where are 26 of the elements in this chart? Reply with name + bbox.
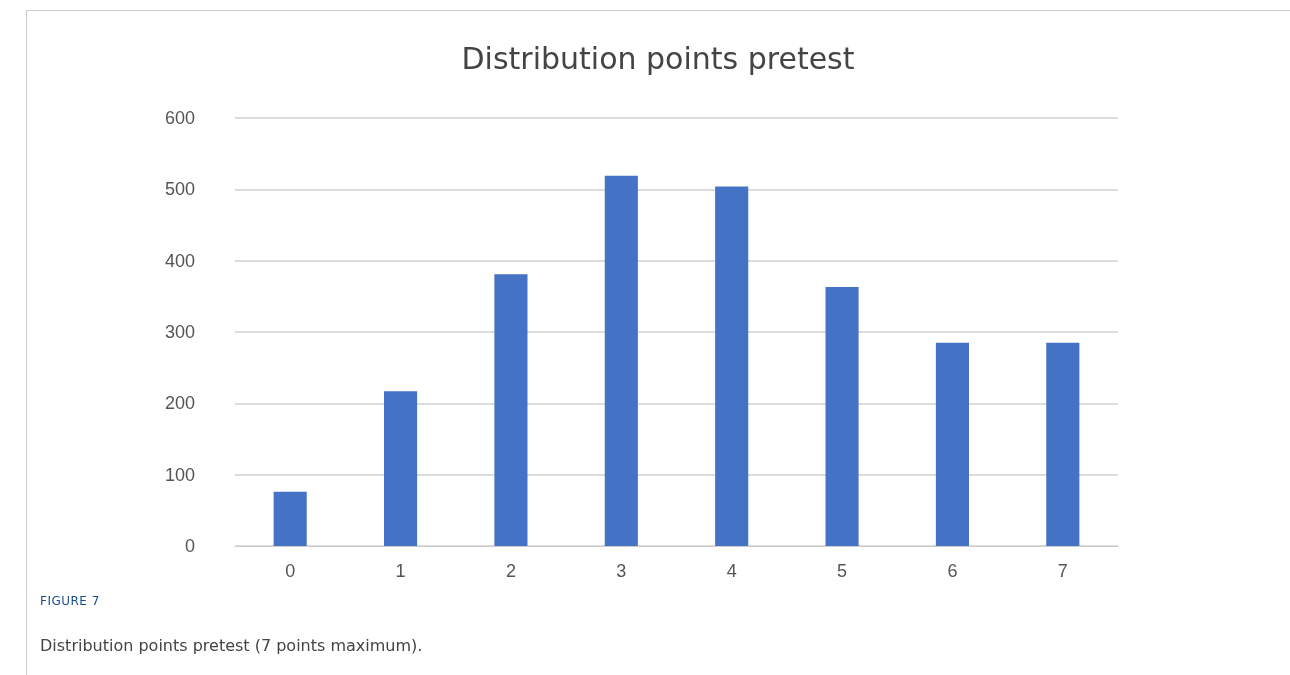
x-tick-label: 1	[395, 561, 406, 581]
x-tick-label: 2	[505, 561, 516, 581]
chart-title: Distribution points pretest	[461, 40, 855, 76]
bar	[604, 175, 638, 546]
text: Distribution points pretest (7 points maximum).	[40, 636, 423, 655]
x-tick-label: 3	[616, 561, 627, 581]
x-tick-label: 0	[285, 561, 296, 581]
y-tick-label: 100	[164, 464, 195, 485]
x-tick-label: 7	[1057, 561, 1068, 581]
bar	[1046, 342, 1080, 546]
x-tick-label: 4	[726, 561, 737, 581]
y-tick-label: 300	[164, 322, 195, 342]
bar	[494, 274, 528, 546]
y-tick-label: 400	[164, 250, 195, 271]
y-tick-label: 0	[184, 536, 195, 556]
bar	[715, 186, 749, 546]
bar	[273, 491, 307, 546]
bar	[384, 391, 418, 546]
x-tick-label: 6	[947, 561, 958, 581]
y-tick-label: 200	[164, 393, 195, 414]
bar	[935, 342, 969, 546]
x-tick-label: 5	[837, 561, 848, 581]
y-tick-label: 600	[164, 108, 195, 128]
caption: FIGURE 7	[40, 594, 100, 608]
bar	[825, 287, 859, 546]
y-tick-label: 500	[164, 179, 195, 200]
